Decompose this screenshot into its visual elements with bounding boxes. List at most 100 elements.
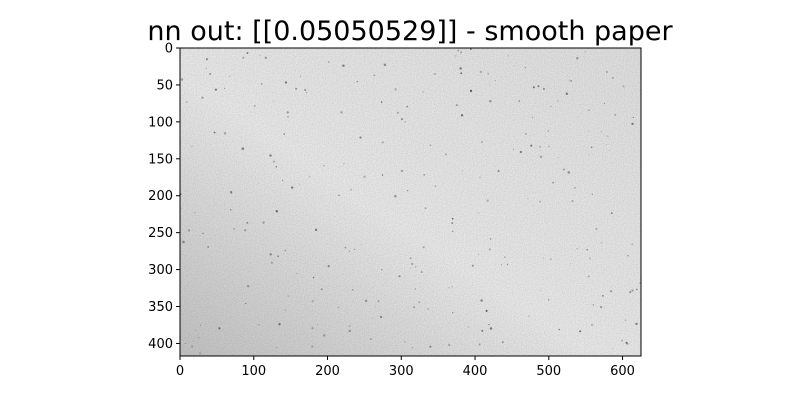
speckle	[373, 74, 376, 77]
speckle	[311, 300, 314, 303]
speckle	[626, 254, 629, 257]
speckle	[233, 227, 235, 230]
speckle	[284, 249, 287, 252]
speckle	[322, 334, 326, 337]
speckle	[424, 207, 427, 209]
speckle	[262, 221, 265, 224]
speckle	[481, 140, 483, 143]
x-tick-label: 400	[463, 364, 488, 379]
speckle	[455, 104, 458, 107]
speckle	[603, 102, 606, 105]
speckle	[469, 48, 472, 50]
speckle	[320, 288, 323, 291]
speckle	[224, 87, 226, 89]
speckle	[518, 100, 520, 102]
speckle	[569, 263, 571, 265]
speckle	[501, 341, 504, 344]
x-tick-label: 100	[241, 364, 266, 379]
speckle	[344, 246, 347, 249]
speckle	[404, 341, 406, 343]
speckle	[427, 308, 430, 311]
speckle	[377, 300, 380, 303]
speckle	[590, 146, 593, 149]
speckle	[443, 260, 445, 262]
axes-frame	[179, 47, 642, 357]
y-tick-label: 350	[148, 300, 173, 315]
speckle	[380, 101, 383, 103]
speckle	[273, 101, 274, 103]
speckle	[415, 266, 417, 268]
speckle	[635, 322, 638, 325]
speckle	[600, 131, 602, 133]
y-tick-label: 400	[148, 337, 173, 352]
speckle	[434, 185, 437, 188]
speckle	[607, 135, 609, 137]
speckle	[282, 179, 284, 181]
speckle	[180, 207, 182, 209]
chart-title: nn out: [[0.05050529]] - smooth paper	[147, 16, 673, 47]
speckle	[540, 289, 542, 291]
y-tick-label: 100	[148, 115, 173, 130]
speckle	[537, 85, 540, 88]
speckle	[350, 188, 353, 191]
speckle	[605, 71, 608, 73]
speckle	[381, 269, 383, 271]
speckle	[361, 244, 363, 246]
y-tick-label: 300	[148, 263, 173, 278]
speckle	[451, 222, 454, 225]
speckle	[394, 88, 397, 91]
speckle	[343, 163, 345, 165]
speckle	[624, 319, 627, 322]
speckle	[608, 149, 610, 151]
speckle	[513, 65, 515, 67]
speckle	[348, 250, 351, 252]
speckle	[481, 329, 484, 332]
speckle	[547, 145, 550, 148]
speckle	[547, 298, 550, 301]
speckle	[631, 122, 634, 126]
speckle	[512, 148, 514, 150]
speckle	[494, 80, 496, 82]
speckle	[519, 150, 522, 154]
speckle	[291, 186, 294, 189]
speckle	[258, 323, 260, 326]
speckle	[200, 324, 202, 326]
speckle	[356, 80, 359, 83]
speckle	[394, 194, 397, 198]
speckle	[218, 327, 221, 330]
speckle	[500, 264, 502, 266]
speckle	[409, 267, 411, 269]
speckle	[635, 288, 638, 291]
y-tick-label: 250	[148, 226, 173, 241]
speckle	[480, 299, 483, 302]
speckle	[488, 324, 490, 326]
speckle	[486, 199, 489, 202]
y-axis: 0 50 100 150 200 250 300 350 400	[148, 42, 180, 352]
speckle	[182, 240, 185, 244]
x-tick-label: 600	[610, 364, 635, 379]
speckle	[422, 91, 424, 93]
speckle	[259, 54, 261, 56]
speckle	[595, 227, 598, 230]
speckle	[264, 56, 268, 60]
speckle	[418, 301, 421, 304]
speckle	[558, 328, 561, 331]
speckle	[451, 286, 453, 288]
speckle	[588, 109, 590, 111]
speckle	[478, 343, 481, 346]
speckle	[409, 257, 412, 260]
speckle	[452, 312, 454, 314]
speckle	[497, 170, 500, 173]
speckle	[457, 49, 460, 52]
speckle	[429, 144, 432, 147]
speckle	[194, 212, 196, 214]
speckle	[229, 75, 231, 77]
speckle	[260, 83, 263, 85]
y-tick-label: 200	[148, 189, 173, 204]
speckle	[276, 347, 278, 349]
speckle	[381, 141, 384, 144]
speckle	[180, 78, 184, 81]
speckle	[460, 51, 462, 54]
speckle	[359, 136, 362, 139]
speckle	[201, 96, 204, 99]
